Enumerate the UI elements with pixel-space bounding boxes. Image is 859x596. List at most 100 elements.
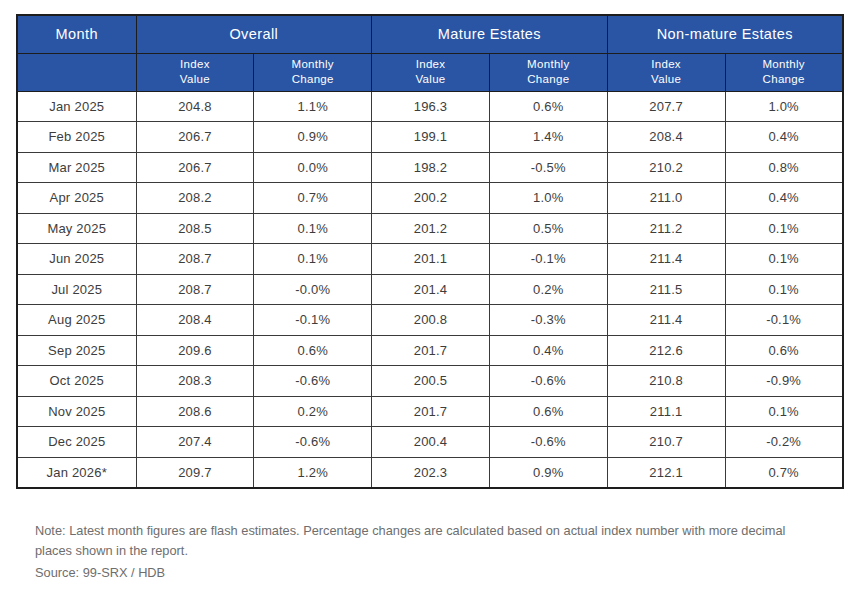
cell-value: -0.6%: [489, 427, 607, 458]
cell-value: 0.9%: [489, 457, 607, 488]
cell-month: Jan 2025: [17, 91, 136, 122]
cell-value: 210.2: [607, 152, 725, 183]
cell-value: 0.1%: [725, 274, 843, 305]
cell-value: 211.4: [607, 244, 725, 275]
cell-value: 212.1: [607, 457, 725, 488]
cell-value: 206.7: [136, 122, 254, 153]
subheader-overall-monthly-change: MonthlyChange: [254, 53, 372, 91]
cell-value: 201.2: [372, 213, 490, 244]
cell-value: 211.2: [607, 213, 725, 244]
cell-month: Jul 2025: [17, 274, 136, 305]
cell-value: 0.7%: [725, 457, 843, 488]
cell-value: 208.2: [136, 183, 254, 214]
cell-value: 1.0%: [725, 91, 843, 122]
cell-value: 0.4%: [489, 335, 607, 366]
cell-value: 0.1%: [725, 396, 843, 427]
cell-value: 206.7: [136, 152, 254, 183]
cell-month: May 2025: [17, 213, 136, 244]
table-row: Jul 2025 208.7 -0.0% 201.4 0.2% 211.5 0.…: [17, 274, 843, 305]
cell-value: 208.6: [136, 396, 254, 427]
cell-value: 0.2%: [254, 396, 372, 427]
cell-month: Apr 2025: [17, 183, 136, 214]
cell-month: Feb 2025: [17, 122, 136, 153]
cell-value: 0.1%: [254, 213, 372, 244]
cell-value: 200.4: [372, 427, 490, 458]
cell-value: 0.6%: [489, 91, 607, 122]
table-row: Oct 2025 208.3 -0.6% 200.5 -0.6% 210.8 -…: [17, 366, 843, 397]
cell-value: 0.6%: [489, 396, 607, 427]
cell-value: 200.5: [372, 366, 490, 397]
table-row: Jan 2025 204.8 1.1% 196.3 0.6% 207.7 1.0…: [17, 91, 843, 122]
cell-month: Sep 2025: [17, 335, 136, 366]
cell-value: 208.4: [607, 122, 725, 153]
header-group-row: Month Overall Mature Estates Non-mature …: [17, 15, 843, 53]
cell-value: 211.4: [607, 305, 725, 336]
index-table-container: Month Overall Mature Estates Non-mature …: [16, 14, 844, 489]
cell-month: Mar 2025: [17, 152, 136, 183]
cell-month: Aug 2025: [17, 305, 136, 336]
table-row: Feb 2025 206.7 0.9% 199.1 1.4% 208.4 0.4…: [17, 122, 843, 153]
cell-value: -0.1%: [489, 244, 607, 275]
subheader-overall-index-value: IndexValue: [136, 53, 254, 91]
cell-value: 202.3: [372, 457, 490, 488]
cell-month: Dec 2025: [17, 427, 136, 458]
cell-value: 0.1%: [725, 244, 843, 275]
table-row: Apr 2025 208.2 0.7% 200.2 1.0% 211.0 0.4…: [17, 183, 843, 214]
cell-value: 210.7: [607, 427, 725, 458]
cell-value: 196.3: [372, 91, 490, 122]
cell-value: -0.3%: [489, 305, 607, 336]
header-month-spacer: [17, 53, 136, 91]
cell-value: 199.1: [372, 122, 490, 153]
table-body: Jan 2025 204.8 1.1% 196.3 0.6% 207.7 1.0…: [17, 91, 843, 488]
cell-value: 201.4: [372, 274, 490, 305]
table-row: Nov 2025 208.6 0.2% 201.7 0.6% 211.1 0.1…: [17, 396, 843, 427]
cell-value: 201.7: [372, 396, 490, 427]
cell-month: Jun 2025: [17, 244, 136, 275]
cell-value: 0.0%: [254, 152, 372, 183]
cell-value: 200.2: [372, 183, 490, 214]
cell-value: 210.8: [607, 366, 725, 397]
cell-value: 207.7: [607, 91, 725, 122]
cell-month: Oct 2025: [17, 366, 136, 397]
table-row: May 2025 208.5 0.1% 201.2 0.5% 211.2 0.1…: [17, 213, 843, 244]
cell-value: -0.6%: [254, 366, 372, 397]
header-overall: Overall: [136, 15, 372, 53]
index-table: Month Overall Mature Estates Non-mature …: [16, 14, 844, 489]
cell-value: 0.1%: [254, 244, 372, 275]
cell-value: 201.1: [372, 244, 490, 275]
cell-value: 0.9%: [254, 122, 372, 153]
cell-value: -0.9%: [725, 366, 843, 397]
cell-value: 0.1%: [725, 213, 843, 244]
header-month: Month: [17, 15, 136, 53]
cell-value: -0.1%: [254, 305, 372, 336]
cell-value: 211.0: [607, 183, 725, 214]
cell-value: 0.8%: [725, 152, 843, 183]
cell-value: 1.4%: [489, 122, 607, 153]
cell-value: 209.6: [136, 335, 254, 366]
cell-value: 1.1%: [254, 91, 372, 122]
cell-value: 0.6%: [254, 335, 372, 366]
cell-value: -0.6%: [254, 427, 372, 458]
table-row: Aug 2025 208.4 -0.1% 200.8 -0.3% 211.4 -…: [17, 305, 843, 336]
table-row: Mar 2025 206.7 0.0% 198.2 -0.5% 210.2 0.…: [17, 152, 843, 183]
cell-value: -0.1%: [725, 305, 843, 336]
cell-value: 208.7: [136, 244, 254, 275]
header-non-mature-estates: Non-mature Estates: [607, 15, 843, 53]
header-mature-estates: Mature Estates: [372, 15, 608, 53]
cell-value: -0.5%: [489, 152, 607, 183]
cell-value: 208.3: [136, 366, 254, 397]
cell-value: 0.4%: [725, 183, 843, 214]
source-line: Source: 99-SRX / HDB: [35, 565, 165, 580]
cell-month: Jan 2026*: [17, 457, 136, 488]
cell-value: 208.4: [136, 305, 254, 336]
cell-value: 204.8: [136, 91, 254, 122]
subheader-non-mature-index-value: IndexValue: [607, 53, 725, 91]
subheader-non-mature-monthly-change: MonthlyChange: [725, 53, 843, 91]
cell-value: 1.0%: [489, 183, 607, 214]
header-sub-row: IndexValue MonthlyChange IndexValue Mont…: [17, 53, 843, 91]
subheader-mature-index-value: IndexValue: [372, 53, 490, 91]
cell-value: 211.1: [607, 396, 725, 427]
cell-value: 209.7: [136, 457, 254, 488]
cell-value: 207.4: [136, 427, 254, 458]
cell-value: 0.4%: [725, 122, 843, 153]
